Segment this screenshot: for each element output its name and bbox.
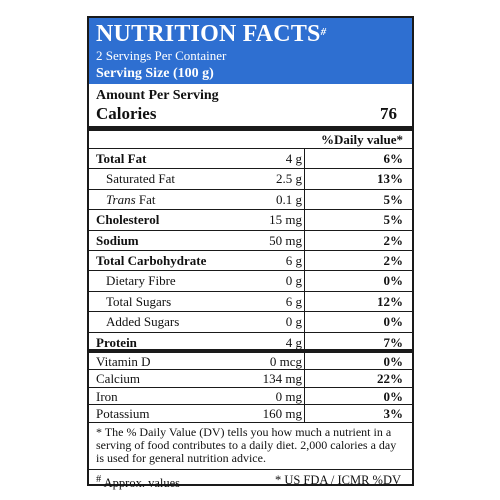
- nutrient-name: Sodium: [96, 232, 139, 248]
- nutrient-row: Added Sugars 0 g 0%: [89, 312, 412, 333]
- nutrient-amount: 2.5 g: [276, 171, 302, 187]
- column-divider: [304, 332, 305, 349]
- nutrient-amount: 4 g: [285, 334, 302, 350]
- dv-source-note: * US FDA / ICMR %DV: [274, 472, 401, 487]
- nutrient-name: Protein: [96, 334, 137, 350]
- nutrient-name-rest: Fat: [135, 191, 156, 207]
- label-body: Amount Per Serving Calories 76 %Daily va…: [89, 84, 412, 491]
- column-divider: [304, 149, 305, 169]
- vitamin-name: Vitamin D: [96, 353, 151, 369]
- nutrient-amount: 0.1 g: [276, 191, 302, 207]
- nutrient-dv: 0%: [383, 273, 404, 289]
- label-title: NUTRITION FACTS#: [96, 21, 405, 47]
- column-divider: [304, 250, 305, 271]
- column-divider: [304, 271, 305, 291]
- vitamin-dv: 0%: [383, 388, 404, 404]
- nutrient-amount: 50 mg: [269, 232, 302, 248]
- daily-value-header: %Daily value*: [89, 131, 412, 149]
- nutrient-name: Cholesterol: [96, 212, 160, 228]
- approx-text: Approx. values: [101, 476, 181, 491]
- nutrient-name: Trans Fat: [106, 190, 156, 210]
- vitamin-amount: 160 mg: [262, 406, 302, 422]
- vitamin-row: Calcium 134 mg 22%: [89, 370, 412, 388]
- vitamin-dv: 0%: [383, 353, 404, 369]
- column-divider: [304, 405, 305, 422]
- nutrient-amount: 15 mg: [269, 212, 302, 228]
- calories-label: Calories: [96, 104, 157, 123]
- vitamin-amount: 0 mcg: [269, 353, 302, 369]
- column-divider: [304, 169, 305, 189]
- footer-row: # Approx. values * US FDA / ICMR %DV: [96, 472, 405, 491]
- nutrient-name: Saturated Fat: [106, 171, 175, 187]
- column-divider: [304, 210, 305, 230]
- vitamin-name: Potassium: [96, 406, 150, 422]
- vitamin-dv: 22%: [377, 371, 403, 387]
- nutrient-row: Total Fat 4 g 6%: [89, 149, 412, 170]
- label-header: NUTRITION FACTS# 2 Servings Per Containe…: [89, 18, 412, 84]
- column-divider: [304, 387, 305, 405]
- vitamin-amount: 134 mg: [262, 371, 302, 387]
- nutrient-dv: 2%: [383, 252, 404, 268]
- nutrient-dv: 0%: [383, 314, 404, 330]
- nutrient-row: Sodium 50 mg 2%: [89, 230, 412, 251]
- nutrient-amount: 0 g: [285, 314, 302, 330]
- nutrient-amount: 0 g: [285, 273, 302, 289]
- vitamin-row: Vitamin D 0 mcg 0%: [89, 352, 412, 371]
- nutrient-dv: 5%: [383, 212, 404, 228]
- nutrient-name: Total Sugars: [106, 293, 172, 309]
- vitamin-name: Iron: [96, 388, 118, 404]
- footer-divider: [89, 468, 412, 470]
- column-divider: [304, 352, 305, 370]
- nutrient-row: Total Carbohydrate 6 g 2%: [89, 250, 412, 272]
- nutrient-amount: 4 g: [285, 151, 302, 166]
- serving-size: Serving Size (100 g): [96, 66, 214, 81]
- nutrient-dv: 6%: [383, 151, 404, 166]
- nutrient-row: Total Sugars 6 g 12%: [89, 291, 412, 313]
- nutrient-dv: 2%: [383, 232, 404, 248]
- nutrient-amount: 6 g: [285, 252, 302, 268]
- vitamin-amount: 0 mg: [275, 388, 302, 404]
- thick-divider: [89, 126, 412, 131]
- nutrient-name: Total Fat: [96, 151, 147, 166]
- nutrient-row: Trans Fat 0.1 g 5%: [89, 189, 412, 211]
- nutrient-dv: 7%: [383, 334, 404, 350]
- nutrient-name: Dietary Fibre: [106, 273, 176, 289]
- approx-mark: #: [96, 473, 102, 485]
- daily-value-footnote: * The % Daily Value (DV) tells you how m…: [96, 424, 397, 465]
- vitamin-name: Calcium: [96, 371, 141, 387]
- vitamin-dv: 3%: [383, 406, 404, 422]
- calories-value: 76: [380, 104, 397, 123]
- nutrient-row: Dietary Fibre 0 g 0%: [89, 271, 412, 292]
- nutrient-dv: 5%: [383, 191, 404, 207]
- column-divider: [304, 230, 305, 250]
- vitamin-row: Iron 0 mg 0%: [89, 387, 412, 406]
- title-text: NUTRITION FACTS: [96, 21, 321, 47]
- nutrient-dv: 12%: [377, 293, 403, 309]
- servings-per-container: 2 Servings Per Container: [96, 48, 227, 63]
- nutrient-amount: 6 g: [285, 293, 302, 309]
- title-mark: #: [320, 26, 327, 38]
- nutrient-row: Protein 4 g 7%: [89, 332, 412, 353]
- column-divider: [304, 312, 305, 332]
- column-divider: [304, 189, 305, 210]
- column-divider: [304, 291, 305, 312]
- nutrient-dv: 13%: [377, 171, 403, 187]
- vitamin-row: Potassium 160 mg 3%: [89, 405, 412, 423]
- nutrient-name-italic: Trans: [106, 191, 136, 207]
- nutrient-row: Saturated Fat 2.5 g 13%: [89, 169, 412, 190]
- amount-per-serving: Amount Per Serving: [96, 88, 219, 103]
- column-divider: [304, 370, 305, 387]
- nutrient-name: Total Carbohydrate: [96, 252, 207, 268]
- nutrient-name: Added Sugars: [106, 314, 180, 330]
- nutrition-label: NUTRITION FACTS# 2 Servings Per Containe…: [87, 16, 414, 490]
- nutrient-row: Cholesterol 15 mg 5%: [89, 210, 412, 231]
- calories-row: Calories 76: [96, 104, 405, 124]
- approx-values-note: # Approx. values: [96, 472, 180, 491]
